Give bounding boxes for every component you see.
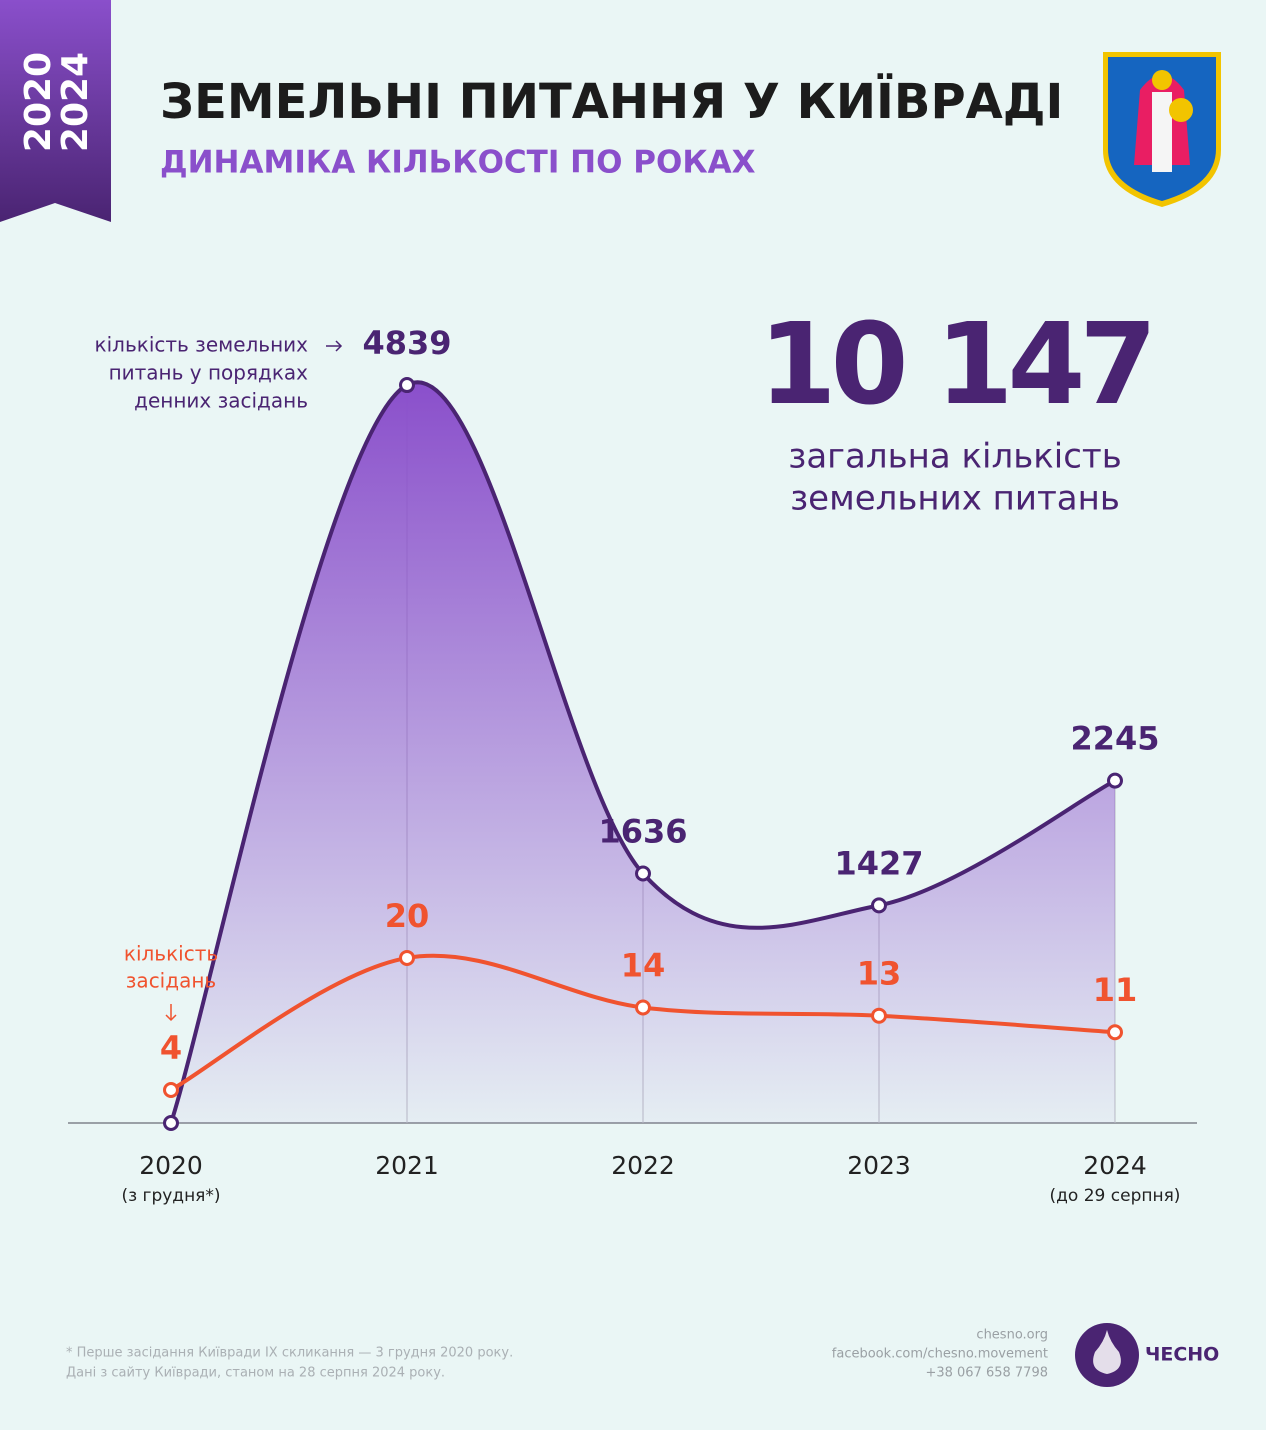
total-caption: земельних питань [790, 479, 1120, 519]
badge-year: 2020 [18, 52, 59, 152]
point [871, 897, 887, 914]
badge [0, 0, 111, 222]
x-tick-label: 2022 [611, 1151, 675, 1180]
x-tick-note: (до 29 серпня) [1050, 1186, 1181, 1206]
point [871, 1007, 887, 1024]
subtitle: ДИНАМІКА КІЛЬКОСТІ ПО РОКАХ [160, 145, 756, 181]
coat-of-arms [1103, 52, 1221, 207]
footnote: Дані з сайту Київради, станом на 28 серп… [66, 1366, 445, 1381]
value-label: 4839 [362, 324, 451, 362]
point [635, 999, 651, 1016]
point [1107, 1024, 1123, 1041]
badge-year: 2024 [55, 52, 96, 152]
logo-garlic [1093, 1330, 1121, 1374]
value-label: 2245 [1070, 720, 1159, 758]
annotation: питань у порядках [109, 361, 309, 385]
arrow-head [165, 1014, 177, 1022]
value-label: 14 [621, 946, 666, 984]
total-value: 10 147 [759, 300, 1152, 430]
total-caption: загальна кількість [788, 437, 1122, 477]
x-tick-note: (з грудня*) [121, 1186, 220, 1206]
point [399, 949, 415, 966]
value-label: 1636 [598, 813, 687, 851]
annotation: кількість [124, 942, 218, 966]
point [399, 377, 415, 394]
value-label: 1427 [834, 844, 923, 882]
footnote: * Перше засідання Київради IX скликання … [66, 1346, 513, 1361]
x-tick-label: 2024 [1083, 1151, 1147, 1180]
value-label: 13 [857, 955, 902, 993]
arrow-head [335, 340, 343, 352]
area [171, 382, 1115, 1123]
x-tick-label: 2021 [375, 1151, 439, 1180]
annotation: кількість земельних [95, 333, 309, 357]
value-label: 4 [160, 1029, 182, 1067]
logo-text: ЧЕСНО [1145, 1344, 1219, 1366]
value-label: 20 [385, 897, 430, 935]
x-tick-label: 2020 [139, 1151, 203, 1180]
title: ЗЕМЕЛЬНІ ПИТАННЯ У КИЇВРАДІ [160, 73, 1063, 130]
annotation: засідань [126, 969, 216, 993]
x-tick-label: 2023 [847, 1151, 911, 1180]
value-label: 11 [1093, 971, 1138, 1009]
point [1107, 772, 1123, 789]
contact: chesno.org [976, 1328, 1048, 1343]
point [163, 1115, 179, 1131]
contact: +38 067 658 7798 [925, 1366, 1048, 1381]
contact: facebook.com/chesno.movement [832, 1347, 1048, 1362]
line [169, 380, 1116, 1124]
point [635, 865, 651, 882]
annotation: денних засідань [134, 389, 308, 413]
point [163, 1081, 179, 1098]
